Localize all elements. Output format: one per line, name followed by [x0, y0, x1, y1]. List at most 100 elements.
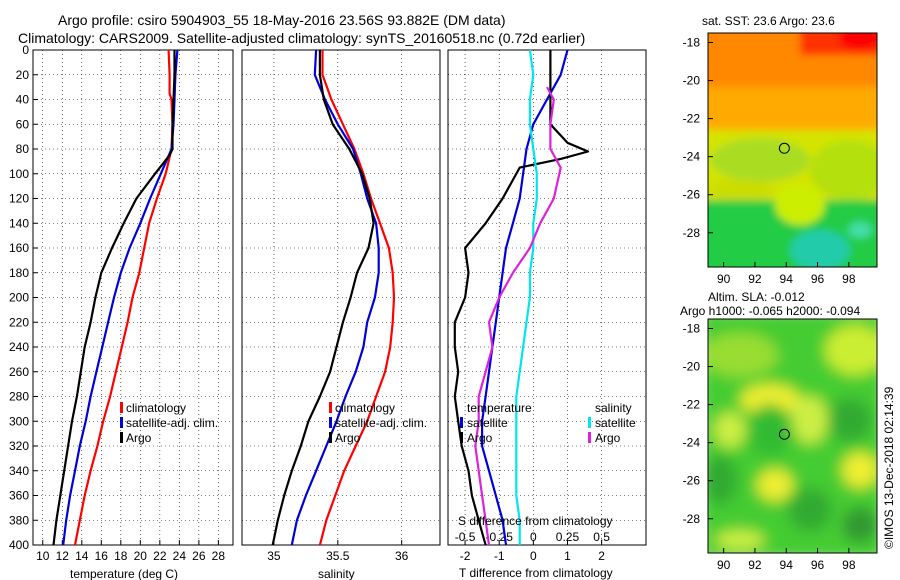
legend-label-t-satellite: satellite [467, 416, 508, 430]
difference-xtick-label: -2 [460, 549, 471, 563]
legend-swatch-climatology [120, 402, 123, 413]
legend-swatch-s-argo [588, 432, 591, 443]
legend-swatch-s-satellite [588, 417, 591, 428]
sla-xtick-label: 90 [717, 558, 731, 572]
depth-tick-label: 220 [9, 315, 29, 329]
sla-xtick-label: 98 [842, 558, 856, 572]
difference-line-temperature-argo [453, 50, 590, 546]
depth-tick-label: 100 [9, 167, 29, 181]
temperature-xtick-label: 26 [192, 549, 206, 563]
depth-tick-label: 240 [9, 340, 29, 354]
depth-tick-label: 320 [9, 439, 29, 453]
legend-label-satellite: satellite-adj. clim. [126, 416, 218, 430]
difference-legend-temperature: temperature satellite Argo [460, 401, 532, 445]
temperature-xtick-label: 18 [114, 549, 128, 563]
sst-map-title: sat. SST: 23.6 Argo: 23.6 [702, 14, 835, 28]
legend-label-argo: Argo [126, 431, 152, 445]
difference-x-label: T difference from climatology [459, 566, 613, 580]
sst-xtick-label: 92 [748, 272, 762, 286]
depth-tick-label: 160 [9, 241, 29, 255]
salinity-x-label: salinity [318, 567, 355, 580]
sla-map: Altim. SLA: -0.012 Argo h1000: -0.065 h2… [680, 290, 878, 572]
depth-tick-label: 260 [9, 365, 29, 379]
difference-stick-label: 0 [530, 530, 537, 544]
imos-credit: ©IMOS 13-Dec-2018 02:14:39 [882, 386, 896, 549]
legend-label-climatology: climatology [335, 401, 395, 415]
depth-tick-label: 20 [16, 68, 30, 82]
depth-tick-label: 120 [9, 192, 29, 206]
legend-label-climatology: climatology [126, 401, 186, 415]
legend-swatch-satellite [329, 417, 332, 428]
difference-xtick-label: -1 [494, 549, 505, 563]
sla-ytick-label: -26 [683, 474, 701, 488]
depth-tick-label: 200 [9, 291, 29, 305]
title-line-2: Climatology: CARS2009. Satellite-adjuste… [18, 30, 585, 46]
legend-swatch-satellite [120, 417, 123, 428]
legend-swatch-argo [120, 432, 123, 443]
depth-tick-label: 40 [16, 93, 30, 107]
sla-xtick-label: 94 [780, 558, 794, 572]
sst-map-frame [707, 32, 878, 268]
difference-s-label: S difference from climatology [458, 514, 613, 528]
sla-map-field [708, 319, 877, 553]
sla-xtick-label: 96 [811, 558, 825, 572]
sla-ytick-label: -24 [683, 436, 701, 450]
difference-line-salinity-satellite [515, 49, 538, 545]
salinity-legend: climatology satellite-adj. clim. Argo [329, 401, 427, 445]
legend-header-salinity: salinity [595, 401, 632, 415]
sla-map-frame [707, 318, 878, 554]
sst-ytick-label: -20 [683, 74, 701, 88]
sst-ytick-label: -24 [683, 150, 701, 164]
sst-map: sat. SST: 23.6 Argo: 23.6 90 92 94 96 98 -18… [683, 14, 878, 286]
legend-label-argo: Argo [335, 431, 361, 445]
sst-argo-marker [778, 142, 790, 154]
sla-argo-marker [778, 428, 790, 440]
sla-xtick-label: 92 [748, 558, 762, 572]
depth-tick-label: 340 [9, 464, 29, 478]
sst-ytick-label: -26 [683, 188, 701, 202]
legend-swatch-climatology [329, 402, 332, 413]
sst-xtick-label: 96 [811, 272, 825, 286]
salinity-chart: 35 35.5 36 salinity climatology satellite-… [241, 49, 441, 580]
depth-tick-label: 60 [16, 117, 30, 131]
sla-ytick-label: -20 [683, 360, 701, 374]
temperature-xtick-label: 14 [75, 549, 89, 563]
temperature-xtick-label: 22 [153, 549, 167, 563]
depth-tick-label: 400 [9, 538, 29, 552]
sla-ytick-label: -18 [683, 322, 701, 336]
depth-tick-label: 380 [9, 513, 29, 527]
depth-tick-label: 180 [9, 266, 29, 280]
title-line-1: Argo profile: csiro 5904903_55 18-May-20… [58, 12, 506, 28]
sst-ytick-label: -22 [683, 112, 701, 126]
legend-swatch-t-argo [460, 432, 463, 443]
difference-legend-salinity: salinity satellite Argo [588, 401, 636, 445]
sst-ytick-label: -28 [683, 226, 701, 240]
difference-stick-label: 0.5 [593, 530, 610, 544]
salinity-line-climatology [318, 50, 396, 546]
salinity-xtick-label: 35 [267, 549, 281, 563]
legend-swatch-t-satellite [460, 417, 463, 428]
legend-label-satellite: satellite-adj. clim. [335, 416, 427, 430]
sst-xtick-label: 90 [717, 272, 731, 286]
temperature-legend: climatology satellite-adj. clim. Argo [120, 401, 218, 445]
temperature-xtick-label: 10 [36, 549, 50, 563]
depth-tick-label: 80 [16, 142, 30, 156]
legend-swatch-argo [329, 432, 332, 443]
sla-ytick-label: -28 [683, 512, 701, 526]
legend-header-temperature: temperature [467, 401, 532, 415]
temperature-xtick-label: 20 [134, 549, 148, 563]
difference-stick-label: -0.5 [455, 530, 476, 544]
difference-xtick-label: 2 [598, 549, 605, 563]
depth-tick-label: 300 [9, 414, 29, 428]
temperature-xtick-label: 12 [56, 549, 70, 563]
sst-map-field [708, 33, 877, 267]
sst-xtick-label: 98 [842, 272, 856, 286]
legend-label-s-argo: Argo [595, 431, 621, 445]
sla-ytick-label: -22 [683, 398, 701, 412]
difference-xtick-label: 1 [564, 549, 571, 563]
temperature-chart: 0 20 40 60 80 100 120 140 160 180 200 220 240 260 280 3… [9, 43, 234, 580]
temperature-xtick-label: 16 [95, 549, 109, 563]
salinity-line-argo [271, 50, 375, 546]
depth-tick-label: 140 [9, 216, 29, 230]
